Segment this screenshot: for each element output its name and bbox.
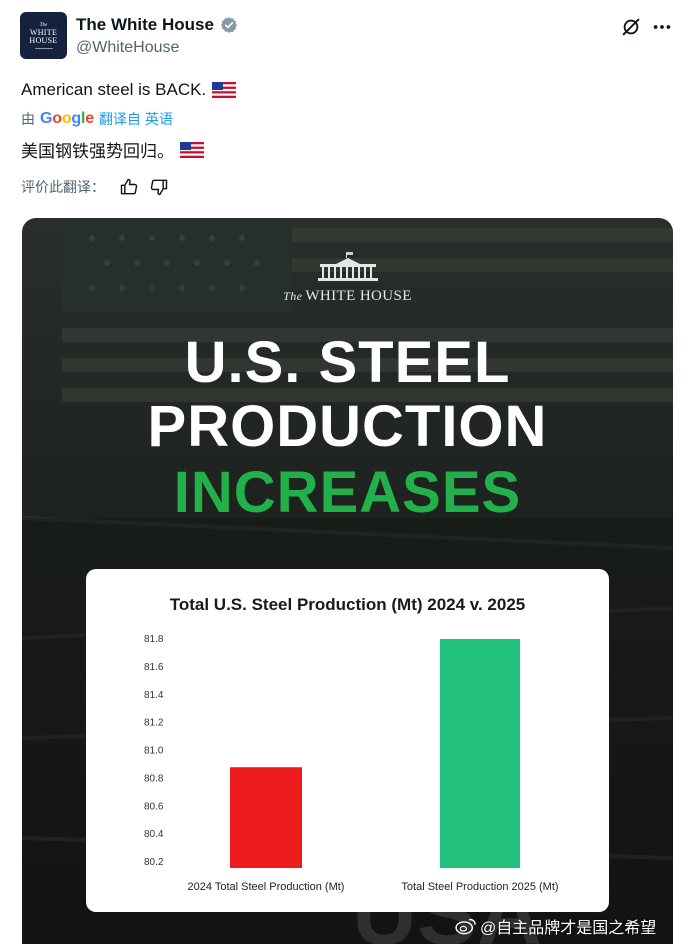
y-tick-label: 80.6 <box>144 801 164 812</box>
x-category-label-1: 2024 Total Steel Production (Mt) <box>188 881 345 893</box>
y-tick-label: 80.8 <box>144 773 164 784</box>
wordmark-main: WHITE HOUSE <box>305 288 412 304</box>
avatar[interactable]: The WHITE HOUSE <box>20 12 67 59</box>
rate-translation-label: 评价此翻译： <box>21 179 105 195</box>
avatar-text-the: The <box>39 22 48 28</box>
y-tick-label: 81.0 <box>144 746 164 757</box>
avatar-text-white: WHITE <box>29 27 58 37</box>
chart-bar-2 <box>440 639 520 868</box>
chart-card: Total U.S. Steel Production (Mt) 2024 v.… <box>86 569 609 912</box>
tweet-text: American steel is BACK. <box>21 80 237 100</box>
headline-line-3: INCREASES <box>173 460 522 525</box>
translated-text: 美国钢铁强势回归。 <box>21 137 204 162</box>
white-house-building-icon <box>317 252 378 281</box>
y-tick-label: 80.4 <box>144 829 164 840</box>
chart-title: Total U.S. Steel Production (Mt) 2024 v.… <box>169 595 526 614</box>
display-name[interactable]: The White House <box>76 15 214 34</box>
headline-line-1: U.S. STEEL <box>184 330 511 395</box>
avatar-text-house: HOUSE <box>29 35 58 45</box>
bar-chart: 81.8 81.6 81.4 81.2 81.0 80.8 80.6 80.4 80.2 2024… <box>144 634 559 893</box>
y-tick-label: 81.2 <box>144 718 164 729</box>
google-logo: Google <box>40 110 94 127</box>
thumbs-down-icon[interactable] <box>149 177 169 197</box>
y-tick-label: 80.2 <box>144 857 164 868</box>
weibo-watermark: @自主品牌才是国之希望 <box>455 914 656 938</box>
name-row: The White House <box>76 15 238 35</box>
watermark-text: @自主品牌才是国之希望 <box>480 920 657 937</box>
x-category-label-2: Total Steel Production 2025 (Mt) <box>401 881 558 893</box>
tweet-text-content: American steel is BACK. <box>21 80 207 99</box>
avatar-divider <box>34 47 53 49</box>
rate-translation-row: 评价此翻译： <box>21 177 169 197</box>
y-tick-label: 81.6 <box>144 662 164 673</box>
white-house-logo: The WHITE HOUSE <box>22 252 673 305</box>
grok-icon[interactable] <box>620 16 642 38</box>
thumbs-up-icon[interactable] <box>119 177 139 197</box>
weibo-icon <box>455 918 476 935</box>
wordmark-prefix: The <box>283 289 303 303</box>
verified-badge-icon <box>220 17 238 33</box>
y-tick-label: 81.8 <box>144 634 164 645</box>
user-handle[interactable]: @WhiteHouse <box>76 39 180 56</box>
y-tick-label: 81.4 <box>144 690 164 701</box>
white-house-wordmark: The WHITE HOUSE <box>283 288 412 305</box>
translated-text-content: 美国钢铁强势回归。 <box>21 142 174 161</box>
translate-by-label: 由 <box>21 111 35 127</box>
us-flag-icon <box>180 141 204 158</box>
translation-attribution: 由 Google 翻译自 英语 <box>21 109 173 129</box>
tweet-header: The WHITE HOUSE The White House @WhiteHo… <box>0 0 688 70</box>
more-icon[interactable] <box>651 16 673 38</box>
us-flag-icon <box>212 82 237 98</box>
translate-source-link[interactable]: 翻译自 英语 <box>98 111 173 127</box>
headline-line-2: PRODUCTION <box>147 394 548 459</box>
chart-bar-1 <box>230 767 302 868</box>
